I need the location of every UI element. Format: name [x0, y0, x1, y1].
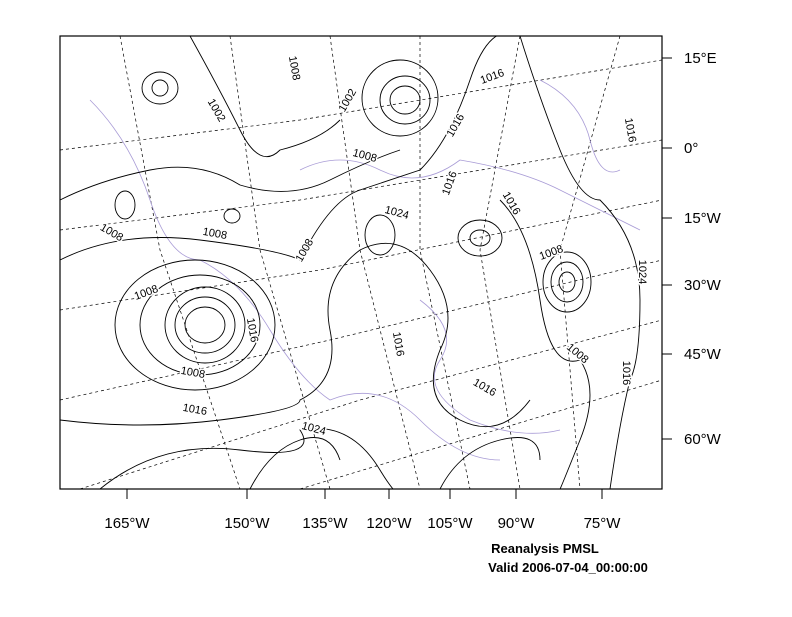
contour-label: 1016 — [244, 317, 260, 343]
map-field: 1008 1002 1002 1016 1016 1008 1016 1016 1016 1024… — [60, 36, 662, 489]
contour-label: 1008 — [351, 147, 378, 165]
contour-label: 1016 — [479, 67, 506, 87]
contour-label: 1016 — [182, 402, 208, 418]
caption-title: Reanalysis PMSL — [491, 541, 599, 556]
lon-label: 135°W — [302, 515, 348, 532]
contour-label: 1008 — [180, 365, 206, 381]
lat-label: 15°E — [684, 50, 717, 67]
lat-label: 60°W — [684, 431, 722, 448]
contour-label: 1016 — [390, 331, 406, 357]
contour-label: 1002 — [337, 87, 360, 114]
contour-label: 1024 — [383, 204, 410, 222]
latitude-axis: 15°E 0° 15°W 30°W 45°W 60°W — [662, 50, 722, 448]
lat-label: 45°W — [684, 346, 722, 363]
lon-label: 150°W — [224, 515, 270, 532]
contour-label: 1024 — [300, 420, 327, 438]
map-frame — [59, 35, 663, 490]
contour-label: 1016 — [445, 112, 468, 139]
contour-label: 1008 — [98, 222, 125, 245]
lat-label: 30°W — [684, 277, 722, 294]
lat-label: 15°W — [684, 210, 722, 227]
contour-label: 1016 — [440, 170, 460, 197]
contour-label: 1008 — [564, 341, 590, 366]
lon-label: 90°W — [498, 515, 536, 532]
contour-label: 1008 — [202, 226, 228, 242]
contour-label: 1008 — [294, 237, 317, 264]
lat-label: 0° — [684, 140, 698, 157]
coastlines — [89, 79, 641, 461]
contour-label: 1024 — [636, 260, 648, 284]
contour-label: 1008 — [133, 283, 160, 303]
contour-label: 1016 — [620, 361, 632, 385]
contour-label: 1008 — [286, 55, 302, 81]
contour-label: 1016 — [471, 377, 498, 400]
longitude-axis: 165°W 150°W 135°W 120°W 105°W 90°W 75°W — [104, 489, 621, 532]
contour-label: 1002 — [205, 97, 228, 124]
caption-valid: Valid 2006-07-04_00:00:00 — [488, 560, 648, 575]
pressure-contours — [60, 36, 641, 489]
contour-labels: 1008 1002 1002 1016 1016 1008 1016 1016 1016 1024… — [96, 54, 649, 440]
lon-label: 165°W — [104, 515, 150, 532]
lon-label: 105°W — [427, 515, 473, 532]
lon-label: 120°W — [366, 515, 412, 532]
lon-label: 75°W — [584, 515, 622, 532]
contour-label: 1016 — [622, 117, 638, 143]
